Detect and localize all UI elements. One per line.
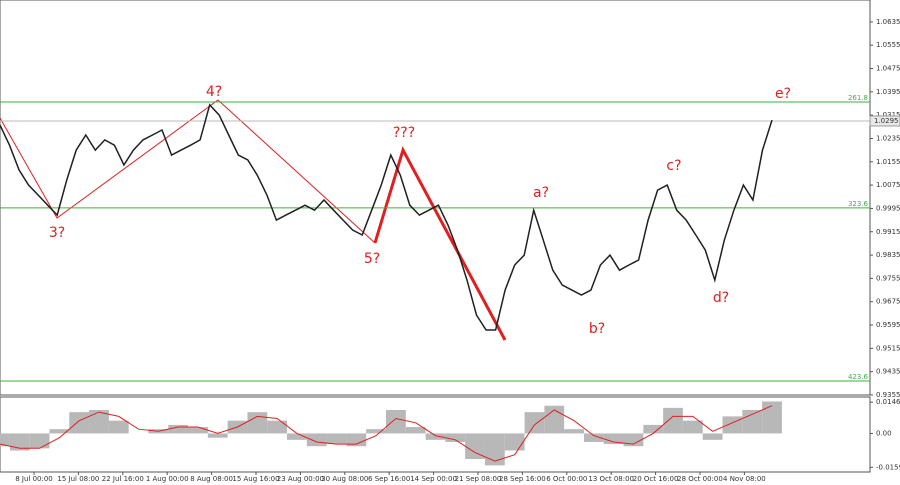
x-tick-label: 15 Jul 08:00	[57, 475, 99, 483]
y-tick-label: 0.9595	[876, 321, 900, 329]
histogram-bar	[386, 409, 406, 434]
level-label: 261.8	[848, 94, 868, 102]
histogram-bar	[603, 433, 624, 445]
histogram-bar	[0, 433, 10, 447]
x-tick-label: 15 Aug 16:00	[232, 475, 279, 483]
histogram-bar	[564, 429, 584, 434]
y-tick-label: 0.9755	[876, 274, 900, 282]
y-tick-label: 1.0315	[876, 111, 900, 119]
histogram-bar	[762, 401, 782, 434]
x-tick-label: 1 Aug 00:00	[146, 475, 189, 483]
histogram-bar	[425, 433, 446, 440]
y-tick-label: 0.9355	[876, 391, 900, 399]
x-tick-label: 20 Oct 16:00	[633, 475, 679, 483]
histogram-bar	[742, 409, 763, 434]
wave-label: 3?	[49, 225, 65, 241]
ind-y-tick-label: 0.00	[876, 429, 892, 437]
x-tick-label: 21 Sep 08:00	[455, 475, 502, 483]
y-tick-label: 0.9435	[876, 368, 900, 376]
histogram-bar	[69, 412, 90, 434]
wave-line	[0, 99, 376, 244]
y-tick-label: 1.0555	[876, 41, 900, 49]
ind-y-tick-label: 0.01467	[876, 398, 900, 406]
last-price-label: 1.0295	[874, 117, 899, 125]
wave-label: c?	[666, 158, 681, 174]
main-panel	[0, 0, 871, 396]
x-tick-label: 6 Oct 00:00	[546, 475, 587, 483]
y-tick-label: 0.9995	[876, 204, 900, 212]
y-tick-label: 1.0395	[876, 88, 900, 96]
level-label: 423.6	[848, 373, 869, 381]
histogram-bar	[207, 433, 228, 438]
histogram-bar	[168, 424, 189, 434]
y-tick-label: 0.9915	[876, 228, 900, 236]
x-tick-label: 14 Sep 00:00	[410, 475, 457, 483]
x-tick-label: 8 Aug 08:00	[190, 475, 233, 483]
histogram-bar	[366, 429, 386, 434]
histogram-bar	[108, 420, 129, 434]
x-tick-label: 23 Aug 00:00	[277, 475, 324, 483]
wave-line-bold	[373, 146, 507, 341]
x-tick-label: 4 Nov 08:00	[723, 475, 766, 483]
histogram-bar	[643, 424, 664, 434]
wave-label: ???	[393, 125, 415, 141]
x-tick-label: 30 Aug 08:00	[321, 475, 368, 483]
x-tick-label: 28 Oct 00:00	[677, 475, 723, 483]
level-label: 323.6	[848, 200, 869, 208]
histogram-bar	[346, 433, 367, 447]
wave-label: b?	[589, 321, 605, 337]
x-tick-label: 28 Sep 16:00	[499, 475, 546, 483]
histogram-bar	[663, 407, 683, 434]
histogram-bar	[484, 433, 505, 466]
y-tick-label: 1.0075	[876, 181, 900, 189]
x-tick-label: 22 Jul 16:00	[102, 475, 144, 483]
wave-label: d?	[713, 290, 729, 306]
x-tick-label: 8 Jul 00:00	[15, 475, 53, 483]
histogram-bar	[702, 433, 723, 440]
x-tick-label: 6 Sep 16:00	[368, 475, 410, 483]
y-tick-label: 1.0235	[876, 134, 900, 142]
y-tick-label: 0.9515	[876, 344, 900, 352]
histogram-bar	[465, 433, 485, 460]
ind-y-tick-label: -0.0159	[876, 463, 900, 471]
histogram-bar	[722, 416, 743, 434]
histogram-bar	[306, 433, 327, 447]
y-tick-label: 0.9675	[876, 298, 900, 306]
y-tick-label: 1.0155	[876, 158, 900, 166]
histogram-bar	[287, 433, 307, 440]
histogram-bar	[326, 433, 347, 445]
histogram-bar	[524, 412, 545, 434]
wave-label: e?	[775, 86, 791, 102]
y-tick-label: 1.0635	[876, 18, 900, 26]
y-tick-label: 0.9835	[876, 251, 900, 259]
y-tick-label: 1.0475	[876, 65, 900, 73]
histogram-bar	[89, 409, 109, 434]
histogram-bar	[405, 427, 426, 434]
signal-line	[0, 405, 773, 462]
histogram-bar	[29, 433, 50, 449]
wave-label: a?	[533, 185, 549, 201]
histogram-bar	[623, 433, 644, 447]
x-tick-label: 13 Oct 08:00	[588, 475, 634, 483]
histogram-bar	[583, 433, 604, 442]
price-line	[0, 103, 773, 331]
histogram-bar	[267, 420, 288, 434]
histogram-bar	[9, 433, 30, 451]
histogram-bar	[49, 429, 70, 434]
last-price-box	[869, 115, 900, 127]
wave-label: 4?	[206, 84, 222, 100]
histogram-bar	[682, 420, 703, 434]
wave-label: 5?	[364, 251, 380, 267]
histogram-bar	[247, 412, 268, 434]
histogram-bar	[188, 427, 208, 434]
histogram-bar	[445, 433, 466, 442]
histogram-bar	[504, 433, 525, 451]
